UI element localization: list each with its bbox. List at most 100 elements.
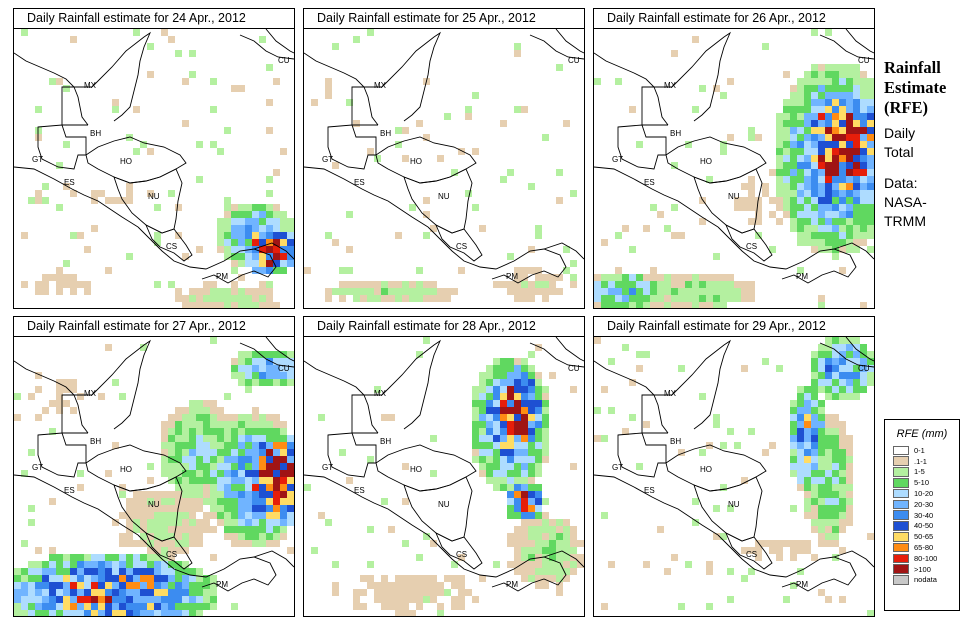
rainfall-cell bbox=[860, 127, 867, 134]
rainfall-cell bbox=[811, 400, 818, 407]
rainfall-cell bbox=[140, 491, 147, 498]
rainfall-cell bbox=[643, 421, 650, 428]
rainfall-cell bbox=[493, 456, 500, 463]
rainfall-cell bbox=[762, 540, 769, 547]
rainfall-cell bbox=[287, 358, 294, 365]
rainfall-cell bbox=[35, 596, 42, 603]
rainfall-cell bbox=[35, 575, 42, 582]
rainfall-cell bbox=[35, 547, 42, 554]
rainfall-cell bbox=[224, 428, 231, 435]
rainfall-cell bbox=[860, 225, 867, 232]
rainfall-cell bbox=[161, 582, 168, 589]
rainfall-cell bbox=[224, 421, 231, 428]
rainfall-cell bbox=[853, 379, 860, 386]
rainfall-cell bbox=[224, 204, 231, 211]
rainfall-cell bbox=[182, 477, 189, 484]
rainfall-cell bbox=[189, 575, 196, 582]
rainfall-cell bbox=[797, 176, 804, 183]
rainfall-cell bbox=[252, 218, 259, 225]
rainfall-cell bbox=[28, 568, 35, 575]
rainfall-cell bbox=[825, 463, 832, 470]
rainfall-cell bbox=[846, 99, 853, 106]
rainfall-cell bbox=[734, 281, 741, 288]
rainfall-cell bbox=[252, 232, 259, 239]
rainfall-cell bbox=[493, 400, 500, 407]
rainfall-cell bbox=[818, 400, 825, 407]
rainfall-cell bbox=[189, 596, 196, 603]
rainfall-cell bbox=[650, 295, 657, 302]
rainfall-cell bbox=[63, 561, 70, 568]
rainfall-cell bbox=[147, 596, 154, 603]
rainfall-cell bbox=[133, 491, 140, 498]
rainfall-cell bbox=[98, 610, 105, 616]
rainfall-cell bbox=[175, 484, 182, 491]
rainfall-cell bbox=[811, 85, 818, 92]
rainfall-cell bbox=[252, 421, 259, 428]
rainfall-cell bbox=[790, 183, 797, 190]
rainfall-cell bbox=[140, 344, 147, 351]
rainfall-cell bbox=[161, 456, 168, 463]
rainfall-cell bbox=[769, 197, 776, 204]
rainfall-cell bbox=[472, 449, 479, 456]
rainfall-cell bbox=[231, 477, 238, 484]
rainfall-cell bbox=[84, 596, 91, 603]
rainfall-cell bbox=[70, 386, 77, 393]
rainfall-cell bbox=[56, 589, 63, 596]
rainfall-cell bbox=[594, 407, 601, 414]
rainfall-cell bbox=[224, 211, 231, 218]
rainfall-cell bbox=[811, 225, 818, 232]
rainfall-cell bbox=[790, 225, 797, 232]
rainfall-cell bbox=[287, 218, 294, 225]
country-label-nu: NU bbox=[728, 500, 740, 509]
rainfall-cell bbox=[507, 358, 514, 365]
country-borders bbox=[304, 29, 584, 284]
rainfall-cell bbox=[500, 484, 507, 491]
rainfall-cell bbox=[182, 596, 189, 603]
rainfall-cell bbox=[252, 253, 259, 260]
rainfall-cell bbox=[161, 575, 168, 582]
rainfall-cell bbox=[535, 428, 542, 435]
rainfall-cell bbox=[430, 225, 437, 232]
rainfall-cell bbox=[119, 554, 126, 561]
rainfall-cell bbox=[507, 414, 514, 421]
rainfall-cell bbox=[514, 106, 521, 113]
rainfall-cell bbox=[217, 225, 224, 232]
rainfall-cell bbox=[196, 407, 203, 414]
rainfall-cell bbox=[818, 92, 825, 99]
rainfall-cell bbox=[91, 225, 98, 232]
rainfall-cell bbox=[486, 393, 493, 400]
rainfall-cell bbox=[832, 253, 839, 260]
rainfall-cell bbox=[245, 484, 252, 491]
border-line bbox=[145, 532, 193, 570]
rainfall-cell bbox=[811, 204, 818, 211]
rainfall-cell bbox=[395, 603, 402, 610]
rainfall-cell bbox=[748, 288, 755, 295]
rainfall-cell bbox=[629, 246, 636, 253]
rainfall-cell bbox=[381, 281, 388, 288]
rainfall-cell bbox=[56, 575, 63, 582]
rainfall-cell bbox=[790, 582, 797, 589]
rainfall-cell bbox=[374, 589, 381, 596]
rainfall-cell bbox=[479, 407, 486, 414]
country-label-cs: CS bbox=[746, 242, 757, 251]
rainfall-cell bbox=[245, 512, 252, 519]
rainfall-cell bbox=[832, 64, 839, 71]
rainfall-cell bbox=[797, 78, 804, 85]
rainfall-cell bbox=[119, 610, 126, 616]
border-line bbox=[833, 242, 874, 260]
rainfall-cell bbox=[748, 295, 755, 302]
rainfall-cell bbox=[507, 281, 514, 288]
rainfall-cell bbox=[346, 267, 353, 274]
rainfall-cell bbox=[231, 512, 238, 519]
rainfall-map: MX BH GT HO ES NU CS PM CU bbox=[303, 336, 585, 617]
rainfall-cell bbox=[867, 162, 874, 169]
rainfall-cell bbox=[832, 470, 839, 477]
rainfall-cell bbox=[238, 477, 245, 484]
rainfall-cell bbox=[790, 155, 797, 162]
rainfall-cell bbox=[542, 526, 549, 533]
rainfall-cell bbox=[140, 575, 147, 582]
rainfall-cell bbox=[643, 561, 650, 568]
rainfall-cell bbox=[825, 141, 832, 148]
rainfall-cell bbox=[860, 211, 867, 218]
